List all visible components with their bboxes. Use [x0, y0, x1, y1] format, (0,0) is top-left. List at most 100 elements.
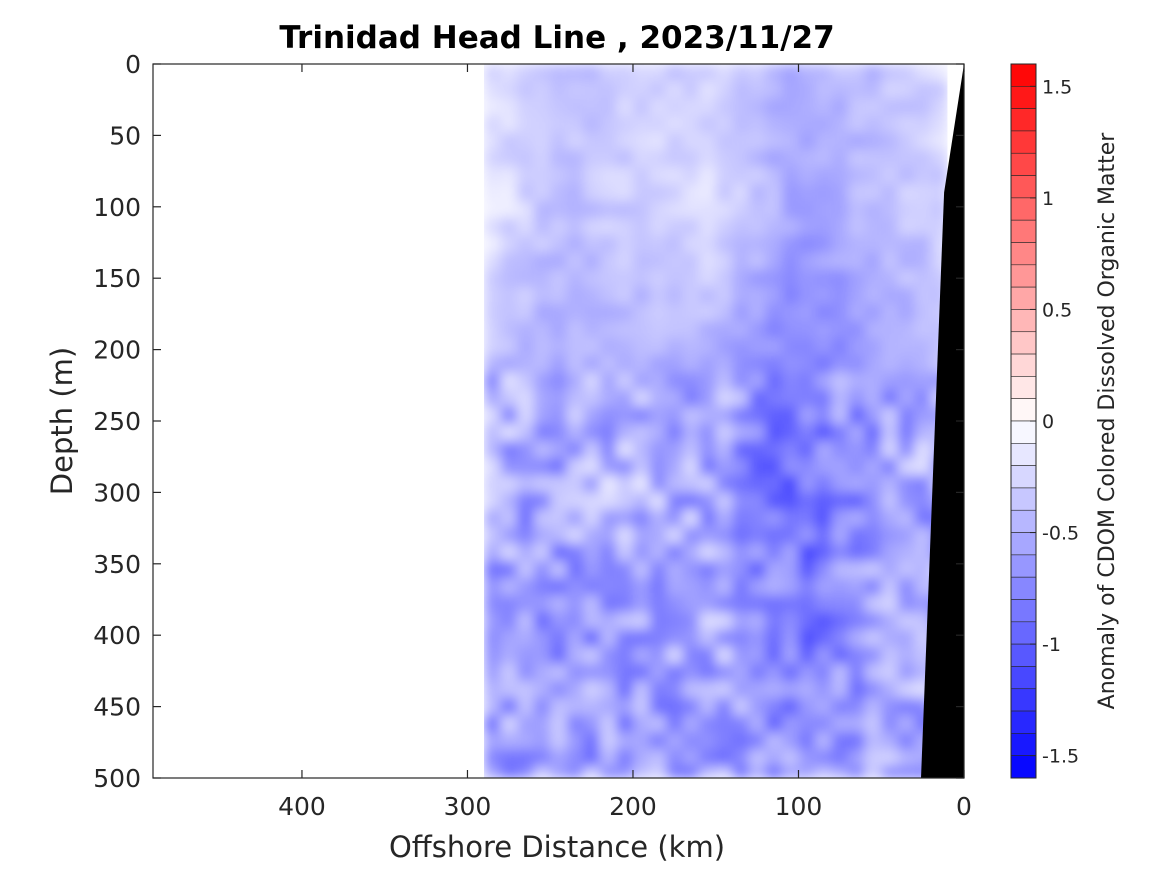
anomaly-cell	[583, 612, 601, 631]
anomaly-cell	[881, 560, 899, 579]
anomaly-cell	[781, 509, 800, 528]
anomaly-cell	[715, 475, 734, 494]
anomaly-cell	[781, 595, 800, 614]
anomaly-cell	[566, 321, 585, 339]
anomaly-cell	[765, 321, 783, 339]
anomaly-cell	[848, 475, 866, 494]
anomaly-cell	[666, 698, 684, 716]
anomaly-cell	[632, 321, 651, 339]
anomaly-cell	[682, 578, 700, 597]
anomaly-cell	[748, 115, 767, 134]
anomaly-cell	[566, 201, 585, 220]
anomaly-cell	[864, 766, 883, 778]
anomaly-cell	[831, 252, 849, 271]
anomaly-cell	[666, 629, 684, 648]
anomaly-cell	[566, 543, 585, 562]
anomaly-cell	[699, 440, 717, 459]
anomaly-cell	[914, 286, 932, 305]
anomaly-cell	[583, 218, 601, 237]
anomaly-cell	[732, 612, 750, 631]
anomaly-cell	[666, 560, 684, 579]
anomaly-cell	[831, 749, 849, 768]
anomaly-cell	[517, 132, 535, 151]
anomaly-cell	[632, 64, 651, 82]
anomaly-cell	[484, 372, 502, 391]
anomaly-cell	[550, 252, 568, 271]
colorbar-segment	[1010, 710, 1037, 734]
anomaly-cell	[699, 389, 717, 408]
anomaly-cell	[881, 475, 899, 494]
anomaly-cell	[864, 338, 883, 357]
anomaly-cell	[599, 698, 618, 716]
y-tick-label: 400	[93, 621, 141, 650]
anomaly-cell	[583, 492, 601, 511]
anomaly-cell	[864, 372, 883, 391]
anomaly-cell	[616, 115, 634, 134]
anomaly-cell	[715, 732, 734, 751]
anomaly-cell	[781, 749, 800, 768]
anomaly-cell	[682, 423, 700, 442]
anomaly-cell	[616, 81, 634, 100]
anomaly-cell	[715, 578, 734, 597]
anomaly-cell	[550, 149, 568, 168]
anomaly-cell	[765, 646, 783, 665]
anomaly-cell	[732, 766, 750, 778]
anomaly-cell	[781, 166, 800, 185]
anomaly-cell	[566, 166, 585, 185]
anomaly-cell	[699, 201, 717, 220]
anomaly-cell	[798, 372, 816, 391]
anomaly-cell	[848, 303, 866, 322]
anomaly-cell	[632, 338, 651, 357]
anomaly-cell	[682, 81, 700, 100]
anomaly-cell	[649, 81, 667, 100]
anomaly-cell	[566, 406, 585, 425]
anomaly-cell	[715, 183, 734, 202]
anomaly-cell	[732, 389, 750, 408]
colorbar-segment	[1010, 733, 1037, 756]
anomaly-cell	[765, 595, 783, 614]
anomaly-cell	[864, 749, 883, 768]
anomaly-cell	[732, 286, 750, 305]
anomaly-cell	[699, 64, 717, 82]
anomaly-cell	[517, 115, 535, 134]
anomaly-cell	[500, 149, 518, 168]
anomaly-cell	[632, 560, 651, 579]
anomaly-cell	[781, 372, 800, 391]
anomaly-cell	[500, 132, 518, 151]
anomaly-cell	[649, 183, 667, 202]
anomaly-cell	[533, 560, 552, 579]
anomaly-cell	[666, 235, 684, 254]
anomaly-cell	[748, 680, 767, 699]
y-tick-label: 150	[93, 264, 141, 293]
anomaly-cell	[732, 526, 750, 545]
anomaly-cell	[484, 183, 502, 202]
anomaly-cell	[550, 338, 568, 357]
anomaly-cell	[699, 252, 717, 271]
anomaly-cell	[864, 321, 883, 339]
anomaly-cell	[881, 715, 899, 734]
anomaly-cell	[632, 183, 651, 202]
anomaly-cell	[550, 115, 568, 134]
anomaly-cell	[599, 218, 618, 237]
anomaly-cell	[781, 629, 800, 648]
anomaly-cell	[599, 526, 618, 545]
anomaly-cell	[699, 149, 717, 168]
anomaly-cell	[848, 423, 866, 442]
anomaly-cell	[732, 543, 750, 562]
y-axis-label: Depth (m)	[45, 347, 79, 495]
anomaly-cell	[517, 629, 535, 648]
anomaly-cell	[930, 166, 949, 185]
anomaly-cell	[599, 423, 618, 442]
anomaly-cell	[798, 475, 816, 494]
anomaly-cell	[599, 149, 618, 168]
anomaly-cell	[682, 680, 700, 699]
anomaly-cell	[616, 663, 634, 682]
anomaly-cell	[732, 629, 750, 648]
anomaly-cell	[897, 646, 916, 665]
anomaly-cell	[881, 458, 899, 477]
anomaly-cell	[583, 458, 601, 477]
anomaly-cell	[500, 321, 518, 339]
anomaly-cell	[517, 698, 535, 716]
anomaly-cell	[533, 252, 552, 271]
anomaly-cell	[848, 286, 866, 305]
